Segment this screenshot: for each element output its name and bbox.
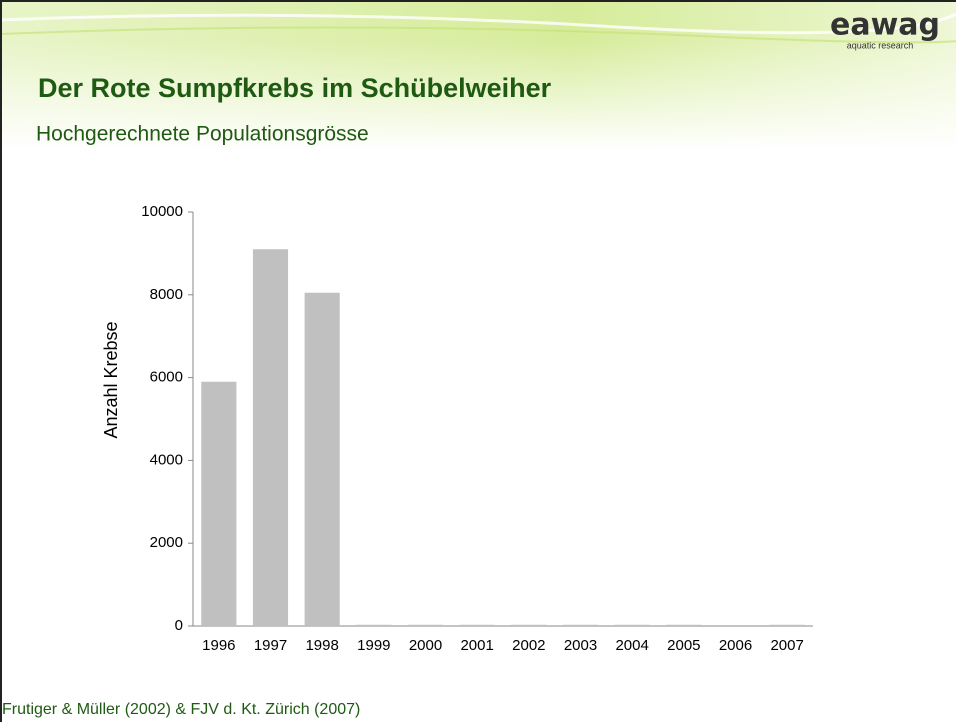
- x-tick-label: 2001: [460, 637, 493, 654]
- bar: [356, 624, 392, 626]
- bar: [407, 624, 444, 626]
- x-tick-label: 2004: [615, 637, 648, 654]
- y-tick-label: 2000: [150, 534, 183, 551]
- bar: [459, 624, 495, 626]
- source: Frutiger & Müller (2002) & FJV d. Kt. Zü…: [2, 701, 360, 718]
- slide-title: Der Rote Sumpfkrebs im Schübelweiher: [38, 73, 552, 103]
- x-tick-label: 2000: [409, 637, 442, 654]
- header-fade: [0, 40, 956, 150]
- logo-tagline: aquatic research: [847, 40, 914, 50]
- bar: [562, 624, 599, 626]
- y-tick-label: 4000: [150, 451, 183, 468]
- swoosh: [0, 12, 956, 35]
- x-tick-label: 2006: [719, 637, 752, 654]
- bar: [769, 624, 805, 626]
- y-axis-label: Anzahl Krebse: [101, 321, 121, 438]
- x-tick-label: 2002: [512, 637, 545, 654]
- swoosh: [0, 26, 956, 44]
- bar: [304, 292, 340, 626]
- bar: [614, 624, 650, 626]
- x-tick-label: 1997: [254, 637, 287, 654]
- bar: [252, 249, 289, 626]
- x-tick-label: 1999: [357, 637, 390, 654]
- logo-name: eawag: [830, 8, 940, 43]
- y-tick-label: 8000: [150, 286, 183, 303]
- y-tick-label: 6000: [150, 369, 183, 386]
- x-tick-label: 1998: [305, 637, 338, 654]
- y-tick-label: 0: [175, 617, 183, 634]
- bar: [511, 624, 547, 626]
- slide-subtitle: Hochgerechnete Populationsgrösse: [36, 123, 369, 146]
- x-tick-label: 1996: [202, 637, 235, 654]
- bar: [666, 624, 702, 626]
- x-tick-label: 2003: [564, 637, 597, 654]
- y-tick-label: 10000: [141, 203, 183, 220]
- x-tick-label: 2007: [770, 637, 803, 654]
- x-tick-label: 2005: [667, 637, 700, 654]
- bar: [201, 381, 237, 626]
